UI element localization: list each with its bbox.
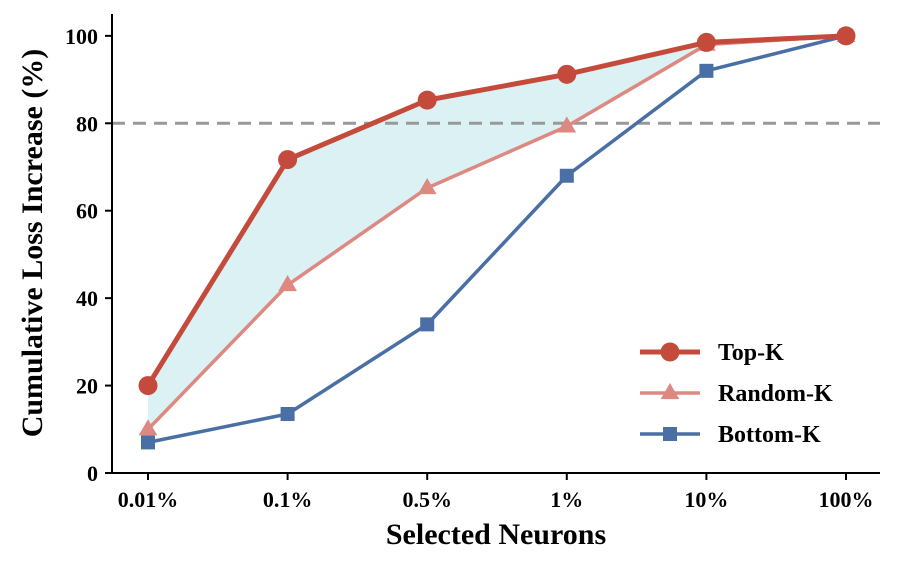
y-tick-label: 20 [76, 374, 98, 399]
legend-marker [663, 427, 677, 441]
data-point-top-k [696, 32, 716, 52]
data-point-top-k [557, 64, 577, 84]
data-point-random-k [557, 116, 577, 133]
legend-label: Top-K [718, 340, 784, 366]
series-line-top-k [145, 33, 847, 387]
data-point-random-k [278, 275, 297, 292]
data-point-random-k [138, 419, 158, 436]
data-point-bottom-k [141, 435, 155, 450]
data-point-random-k [417, 177, 437, 195]
legend-marker [660, 342, 680, 362]
data-point-top-k [836, 26, 856, 46]
legend-label: Bottom-K [718, 422, 821, 448]
x-tick-label: 10% [684, 487, 728, 512]
x-tick-label: 0.5% [402, 487, 452, 512]
data-point-top-k [138, 376, 158, 396]
x-tick-label: 100% [819, 487, 874, 512]
data-point-top-k [417, 90, 437, 110]
data-point-bottom-k [280, 406, 295, 421]
legend-item-top-k: Top-K [640, 340, 784, 366]
shaded-region-layer [148, 35, 846, 430]
ticks: 0 20 40 60 80 100 0.01% 0.1% 0.5% 1% 10% 100% [65, 24, 874, 512]
data-point-bottom-k [559, 168, 574, 183]
x-tick-label: 0.1% [263, 487, 313, 512]
data-point-top-k [278, 150, 298, 170]
legend-marker [660, 382, 680, 400]
series-bottom-k [141, 28, 853, 450]
legend: Top-K Random-K Bottom-K [640, 340, 833, 448]
y-tick-label: 100 [65, 24, 98, 49]
y-tick-label: 40 [76, 286, 98, 311]
legend-item-random-k: Random-K [640, 381, 833, 407]
legend-item-bottom-k: Bottom-K [640, 422, 821, 448]
series-line-bottom-k [147, 34, 847, 445]
y-tick-label: 60 [76, 199, 98, 224]
x-tick-label: 1% [550, 487, 583, 512]
series-top-k [138, 26, 856, 396]
shaded-region [148, 35, 846, 430]
y-axis-label: Cumulative Loss Increase (%) [16, 49, 49, 438]
axes [111, 14, 880, 474]
y-tick-label: 80 [76, 111, 98, 136]
x-tick-label: 0.01% [118, 487, 179, 512]
series-layer [138, 25, 856, 450]
y-tick-label: 0 [87, 461, 98, 486]
data-point-bottom-k [420, 317, 435, 332]
x-axis-label: Selected Neurons [386, 518, 606, 551]
data-point-bottom-k [699, 63, 714, 78]
legend-label: Random-K [718, 381, 833, 407]
